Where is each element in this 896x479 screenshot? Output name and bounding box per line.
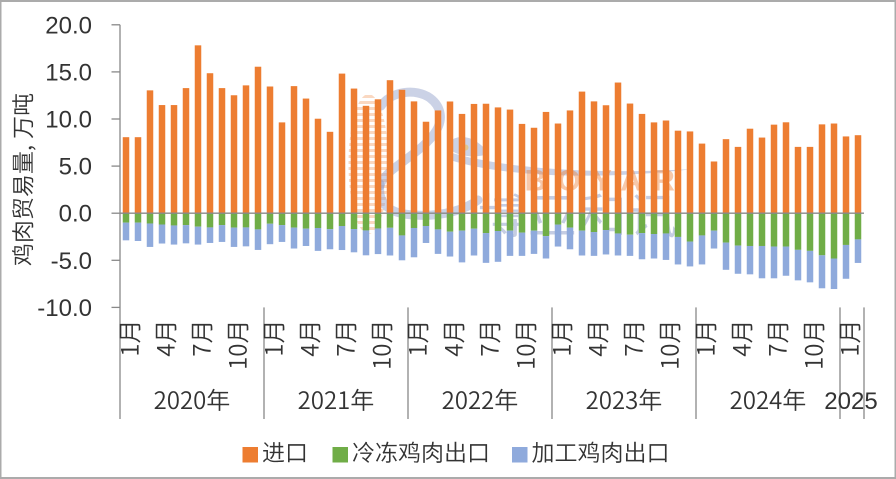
svg-text:-10.0: -10.0 <box>37 295 92 322</box>
svg-text:5.0: 5.0 <box>59 154 92 181</box>
svg-text:-5.0: -5.0 <box>51 248 92 275</box>
svg-text:10.0: 10.0 <box>45 107 92 134</box>
svg-text:20.0: 20.0 <box>45 12 92 39</box>
svg-text:BOYAR: BOYAR <box>525 165 687 198</box>
svg-text:0.0: 0.0 <box>59 201 92 228</box>
svg-text:15.0: 15.0 <box>45 59 92 86</box>
svg-text:2025: 2025 <box>824 388 877 415</box>
